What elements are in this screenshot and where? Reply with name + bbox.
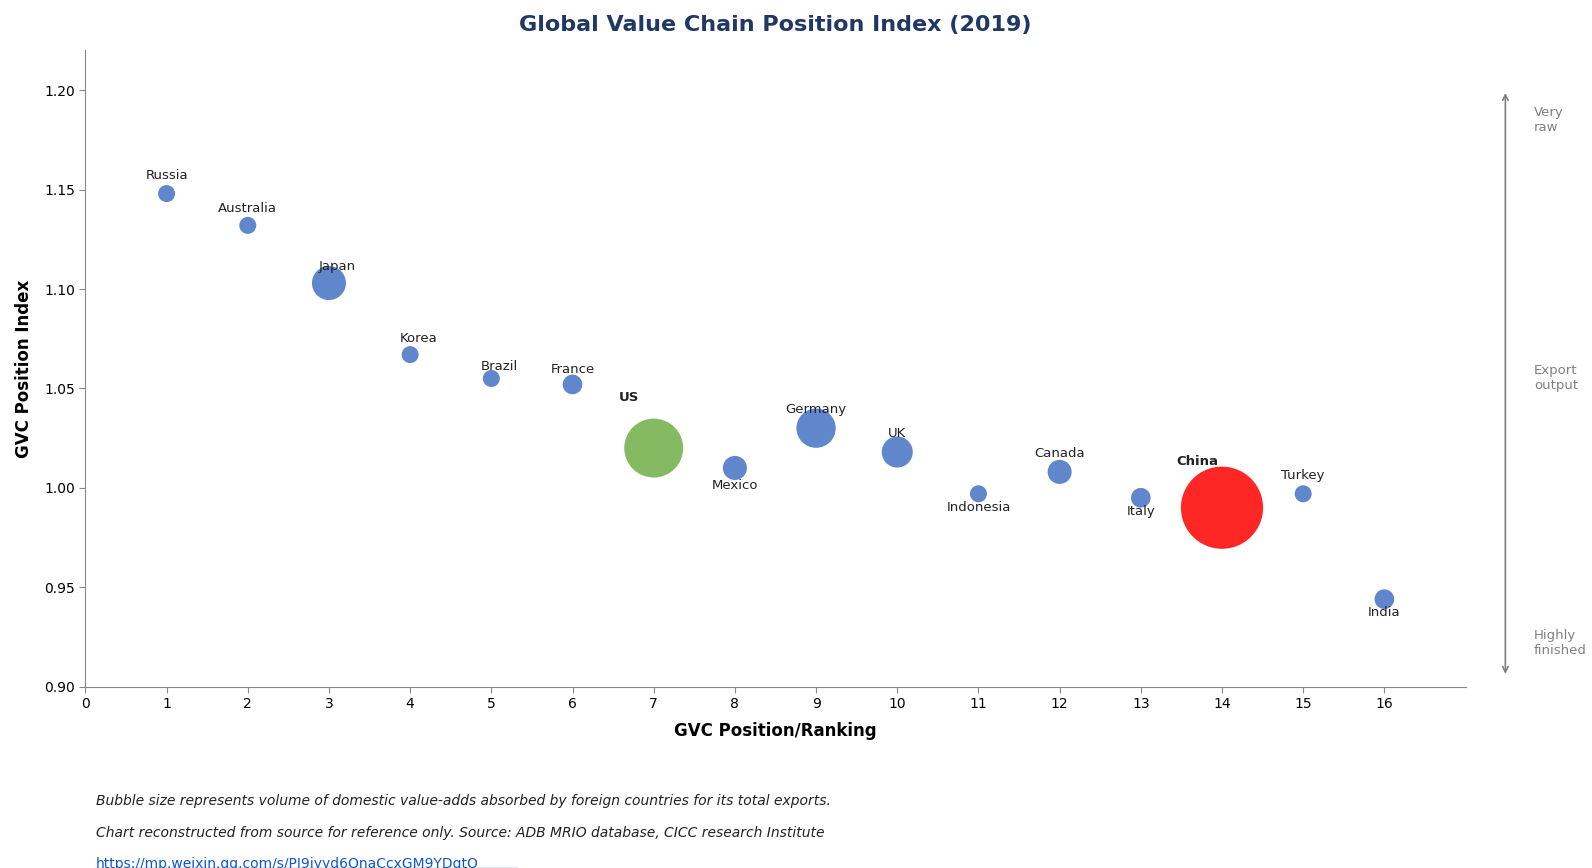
Title: Global Value Chain Position Index (2019): Global Value Chain Position Index (2019) (519, 15, 1032, 35)
Text: Brazil: Brazil (481, 359, 517, 372)
Point (1291, 487, 1317, 501)
Text: Turkey: Turkey (1282, 469, 1325, 482)
Text: https://mp.weixin.qq.com/s/PJ9jyyd6QnaCcxGM9YDgtQ: https://mp.weixin.qq.com/s/PJ9jyyd6QnaCc… (96, 857, 478, 868)
Point (885, 445, 911, 459)
Text: Highly
finished: Highly finished (1535, 629, 1587, 657)
Text: Mexico: Mexico (712, 479, 758, 492)
Text: Australia: Australia (218, 202, 277, 215)
X-axis label: GVC Position/Ranking: GVC Position/Ranking (673, 722, 877, 740)
Point (154, 187, 180, 201)
Text: US: US (619, 391, 640, 404)
Point (1129, 490, 1154, 504)
Text: Export
output: Export output (1535, 365, 1578, 392)
Text: Russia: Russia (145, 168, 188, 181)
Text: Very
raw: Very raw (1535, 106, 1563, 134)
Text: Germany: Germany (785, 404, 847, 417)
Text: Canada: Canada (1035, 447, 1084, 460)
Point (966, 487, 992, 501)
Point (236, 219, 261, 233)
Point (479, 372, 505, 385)
Text: UK: UK (888, 427, 906, 440)
Text: China: China (1176, 455, 1218, 468)
Point (398, 348, 423, 362)
Point (642, 441, 667, 455)
Point (1048, 465, 1073, 479)
Point (317, 276, 342, 290)
Text: Italy: Italy (1127, 504, 1156, 517)
Y-axis label: GVC Position Index: GVC Position Index (14, 279, 33, 457)
Text: Chart reconstructed from source for reference only. Source: ADB MRIO database, C: Chart reconstructed from source for refe… (96, 826, 825, 840)
Point (1210, 501, 1235, 515)
Text: India: India (1368, 606, 1401, 619)
Text: Indonesia: Indonesia (946, 501, 1011, 514)
Point (1372, 592, 1398, 606)
Text: Japan: Japan (318, 260, 355, 273)
Point (723, 461, 748, 475)
Point (804, 421, 829, 435)
Text: France: France (551, 364, 595, 377)
Point (560, 378, 586, 391)
Text: Korea: Korea (400, 332, 438, 345)
Text: Bubble size represents volume of domestic value-adds absorbed by foreign countri: Bubble size represents volume of domesti… (96, 794, 831, 808)
